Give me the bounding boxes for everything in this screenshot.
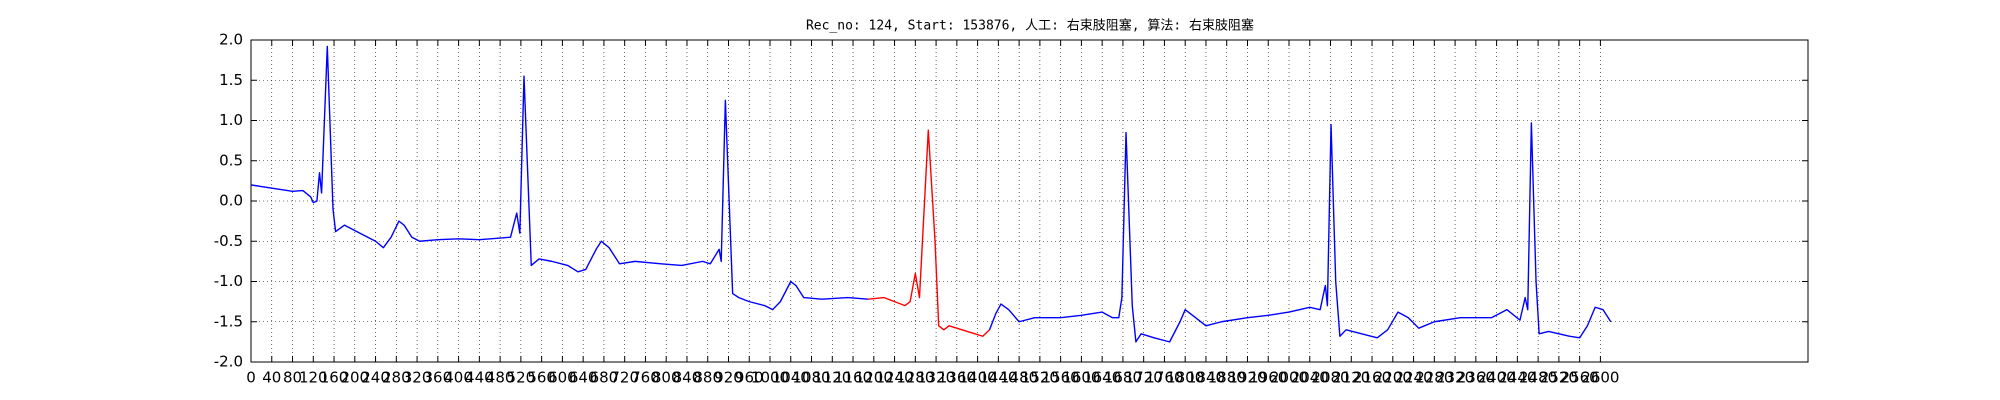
x-tick-label: 360 — [424, 369, 453, 387]
x-tick-label: 960 — [735, 369, 764, 387]
x-tick-label: 0 — [246, 369, 256, 387]
x-tick-label: 1560 — [1042, 369, 1080, 387]
chart-title: Rec_no: 124, Start: 153876, 人工: 右束肢阻塞, 算… — [806, 18, 1254, 34]
x-tick-label: 640 — [569, 369, 598, 387]
x-tick-label: 2560 — [1561, 369, 1599, 387]
x-tick-label: 1760 — [1145, 369, 1183, 387]
x-tick-label: 1360 — [938, 369, 976, 387]
x-tick-label: 1080 — [792, 369, 830, 387]
x-tick-label: 1600 — [1062, 369, 1100, 387]
x-tick-label: 600 — [548, 369, 577, 387]
x-tick-label: 2080 — [1311, 369, 1349, 387]
x-tick-label: 1160 — [834, 369, 872, 387]
x-tick-label: 1040 — [772, 369, 810, 387]
x-tick-label: 240 — [361, 369, 390, 387]
x-tick-label: 1840 — [1187, 369, 1225, 387]
plot-frame — [250, 39, 1809, 363]
x-tick-label: 1480 — [1000, 369, 1038, 387]
y-tick-label: 1.5 — [219, 71, 243, 89]
y-tick-label: 0.0 — [219, 192, 243, 210]
x-tick-label: 1000 — [751, 369, 789, 387]
x-tick-label: 2040 — [1291, 369, 1329, 387]
ecg-line — [250, 45, 869, 311]
x-tick-label: 800 — [652, 369, 681, 387]
x-tick-label: 160 — [320, 369, 349, 387]
x-tick-label: 400 — [444, 369, 473, 387]
x-tick-label: 2280 — [1415, 369, 1453, 387]
x-tick-label: 2000 — [1270, 369, 1308, 387]
x-tick-label: 920 — [714, 369, 743, 387]
y-tick-label: 2.0 — [219, 31, 243, 49]
x-tick-label: 2520 — [1540, 369, 1578, 387]
x-tick-label: 1440 — [979, 369, 1017, 387]
x-tick-label: 2600 — [1581, 369, 1619, 387]
y-tick-label: 1.0 — [219, 111, 243, 129]
x-tick-label: 760 — [631, 369, 660, 387]
x-tick-label: 2200 — [1374, 369, 1412, 387]
x-tick-label: 280 — [382, 369, 411, 387]
x-tick-label: 1120 — [813, 369, 851, 387]
x-tick-label: 2400 — [1478, 369, 1516, 387]
x-tick-label: 480 — [486, 369, 515, 387]
x-tick-label: 880 — [693, 369, 722, 387]
x-tick-label: 1680 — [1104, 369, 1142, 387]
y-tick-label: -2.0 — [214, 353, 243, 371]
x-tick-label: 440 — [465, 369, 494, 387]
x-tick-label: 2120 — [1332, 369, 1370, 387]
x-tick-label: 840 — [673, 369, 702, 387]
x-tick-label: 2160 — [1353, 369, 1391, 387]
y-tick-label: 0.5 — [219, 151, 243, 169]
ecg-line — [988, 122, 1612, 343]
x-tick-label: 40 — [262, 369, 281, 387]
x-tick-label: 2240 — [1394, 369, 1432, 387]
x-tick-label: 320 — [403, 369, 432, 387]
x-tick-label: 1880 — [1208, 369, 1246, 387]
x-tick-label: 1280 — [896, 369, 934, 387]
x-tick-label: 2480 — [1519, 369, 1557, 387]
x-tick-label: 1640 — [1083, 369, 1121, 387]
x-tick-label: 1800 — [1166, 369, 1204, 387]
x-tick-label: 1720 — [1125, 369, 1163, 387]
y-tick-label: -1.5 — [214, 312, 243, 330]
x-tick-label: 1960 — [1249, 369, 1287, 387]
x-tick-label: 1200 — [855, 369, 893, 387]
x-tick-label: 1240 — [875, 369, 913, 387]
x-tick-label: 2360 — [1457, 369, 1495, 387]
x-tick-label: 680 — [590, 369, 619, 387]
ecg-line — [868, 129, 991, 337]
x-tick-label: 2320 — [1436, 369, 1474, 387]
y-tick-label: -0.5 — [214, 232, 243, 250]
x-tick-label: 1400 — [959, 369, 997, 387]
x-tick-label: 2440 — [1498, 369, 1536, 387]
x-tick-label: 120 — [299, 369, 328, 387]
x-tick-label: 1520 — [1021, 369, 1059, 387]
x-tick-label: 1920 — [1228, 369, 1266, 387]
x-tick-label: 200 — [340, 369, 369, 387]
x-tick-label: 80 — [283, 369, 302, 387]
x-tick-label: 720 — [610, 369, 639, 387]
x-tick-label: 1320 — [917, 369, 955, 387]
x-tick-label: 520 — [507, 369, 536, 387]
x-tick-label: 560 — [527, 369, 556, 387]
y-tick-label: -1.0 — [214, 272, 243, 290]
